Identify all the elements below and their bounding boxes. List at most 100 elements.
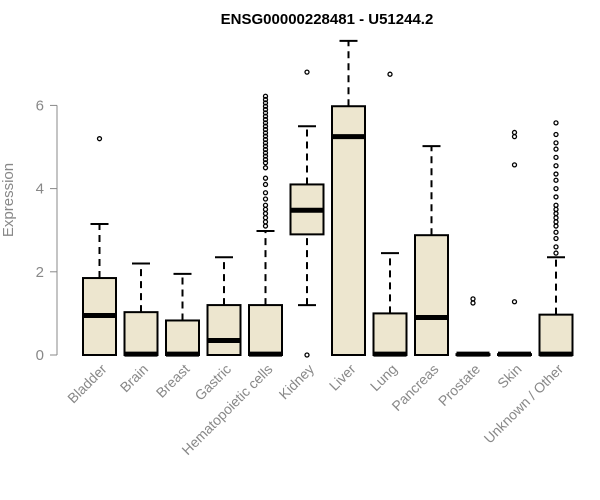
box-1: [123, 262, 159, 357]
outlier-11-12: [553, 177, 559, 183]
outlier-4-7: [262, 190, 269, 196]
outlier-11-0: [553, 250, 559, 256]
outlier-11-6: [553, 215, 559, 221]
outlier-4-23: [262, 120, 269, 126]
box-6: [331, 39, 366, 357]
box-2: [165, 272, 200, 357]
outlier-4-14: [262, 150, 269, 156]
outlier-10-1: [511, 162, 518, 168]
outlier-4-17: [262, 140, 269, 146]
category-label-2: Breast: [153, 361, 193, 401]
outlier-11-13: [553, 171, 559, 177]
category-label-7: Lung: [367, 361, 400, 394]
outlier-4-29: [262, 100, 269, 106]
outlier-11-4: [553, 223, 559, 229]
outlier-9-0: [470, 300, 476, 306]
outlier-4-26: [262, 110, 269, 116]
outlier-10-3: [511, 129, 518, 136]
outlier-11-17: [553, 140, 559, 146]
box-rect-7: [372, 312, 408, 356]
box-rect-2: [165, 319, 200, 356]
outlier-11-3: [553, 229, 559, 235]
outlier-11-9: [553, 202, 559, 208]
box-10: [497, 129, 532, 357]
outlier-4-6: [262, 196, 269, 202]
outlier-11-15: [553, 154, 559, 161]
outlier-4-8: [262, 181, 269, 188]
outlier-4-16: [262, 143, 269, 149]
y-tick-label-1: 2: [36, 264, 44, 281]
y-tick-label-2: 4: [36, 181, 44, 198]
outlier-4-25: [262, 113, 269, 119]
box-rect-3: [206, 304, 242, 356]
box-11: [538, 120, 574, 357]
outlier-4-31: [262, 93, 269, 99]
box-rect-4: [248, 304, 283, 356]
outlier-11-8: [553, 206, 559, 213]
category-label-9: Prostate: [435, 361, 483, 409]
y-tick-label-3: 6: [36, 97, 44, 114]
box-5: [289, 69, 325, 358]
outlier-4-18: [262, 136, 269, 143]
category-label-0: Bladder: [64, 361, 110, 407]
outlier-4-27: [262, 106, 269, 113]
outlier-11-16: [553, 146, 559, 152]
box-rect-11: [538, 313, 574, 357]
box-0: [82, 136, 117, 357]
outlier-4-1: [262, 219, 269, 225]
outlier-4-5: [262, 202, 269, 208]
outlier-4-2: [262, 215, 269, 221]
box-9: [455, 296, 491, 357]
box-rect-6: [331, 105, 366, 357]
outlier-4-0: [262, 223, 269, 229]
plot-area: [82, 39, 574, 358]
category-label-5: Kidney: [276, 361, 318, 403]
outlier-11-11: [553, 185, 559, 192]
y-axis-label: Expression: [0, 163, 17, 237]
outlier-11-5: [553, 219, 559, 225]
outlier-4-12: [262, 156, 269, 163]
outlier-11-1: [553, 244, 559, 250]
outlier-4-11: [262, 160, 269, 166]
box-rect-1: [123, 311, 159, 357]
box-4: [248, 93, 283, 357]
outlier-4-10: [262, 165, 269, 171]
outlier-10-0: [511, 299, 518, 305]
y-axis: 0 2 4 6: [36, 97, 58, 364]
box-3: [206, 256, 242, 356]
outlier-10-2: [511, 133, 518, 140]
outlier-11-18: [553, 131, 559, 138]
outlier-11-2: [553, 235, 559, 242]
outlier-4-13: [262, 153, 269, 159]
box-rect-8: [414, 234, 449, 356]
outlier-7-0: [387, 71, 393, 77]
category-label-6: Liver: [326, 361, 359, 394]
outlier-4-3: [262, 210, 269, 217]
outlier-4-15: [262, 146, 269, 153]
outlier-4-28: [262, 103, 269, 109]
outlier-4-24: [262, 116, 269, 123]
outlier-4-9: [262, 175, 269, 181]
outlier-4-22: [262, 123, 269, 129]
outlier-9-1: [470, 296, 476, 302]
outlier-4-30: [262, 96, 269, 103]
category-label-1: Brain: [117, 361, 151, 395]
category-label-11: Unknown / Other: [481, 361, 567, 447]
outlier-11-19: [553, 120, 559, 126]
outlier-11-14: [553, 163, 559, 169]
outlier-0-0: [96, 136, 103, 142]
outlier-5-0: [304, 352, 310, 358]
outlier-4-19: [262, 133, 269, 139]
outlier-11-10: [553, 194, 559, 200]
chart-title: ENSG00000228481 - U51244.2: [221, 11, 434, 28]
outlier-5-1: [304, 69, 310, 75]
box-8: [414, 145, 449, 356]
outlier-11-7: [553, 210, 559, 217]
outlier-4-20: [262, 130, 269, 136]
y-tick-label-0: 0: [36, 347, 44, 364]
box-7: [372, 71, 408, 357]
outlier-4-21: [262, 126, 269, 133]
outlier-4-4: [262, 206, 269, 213]
